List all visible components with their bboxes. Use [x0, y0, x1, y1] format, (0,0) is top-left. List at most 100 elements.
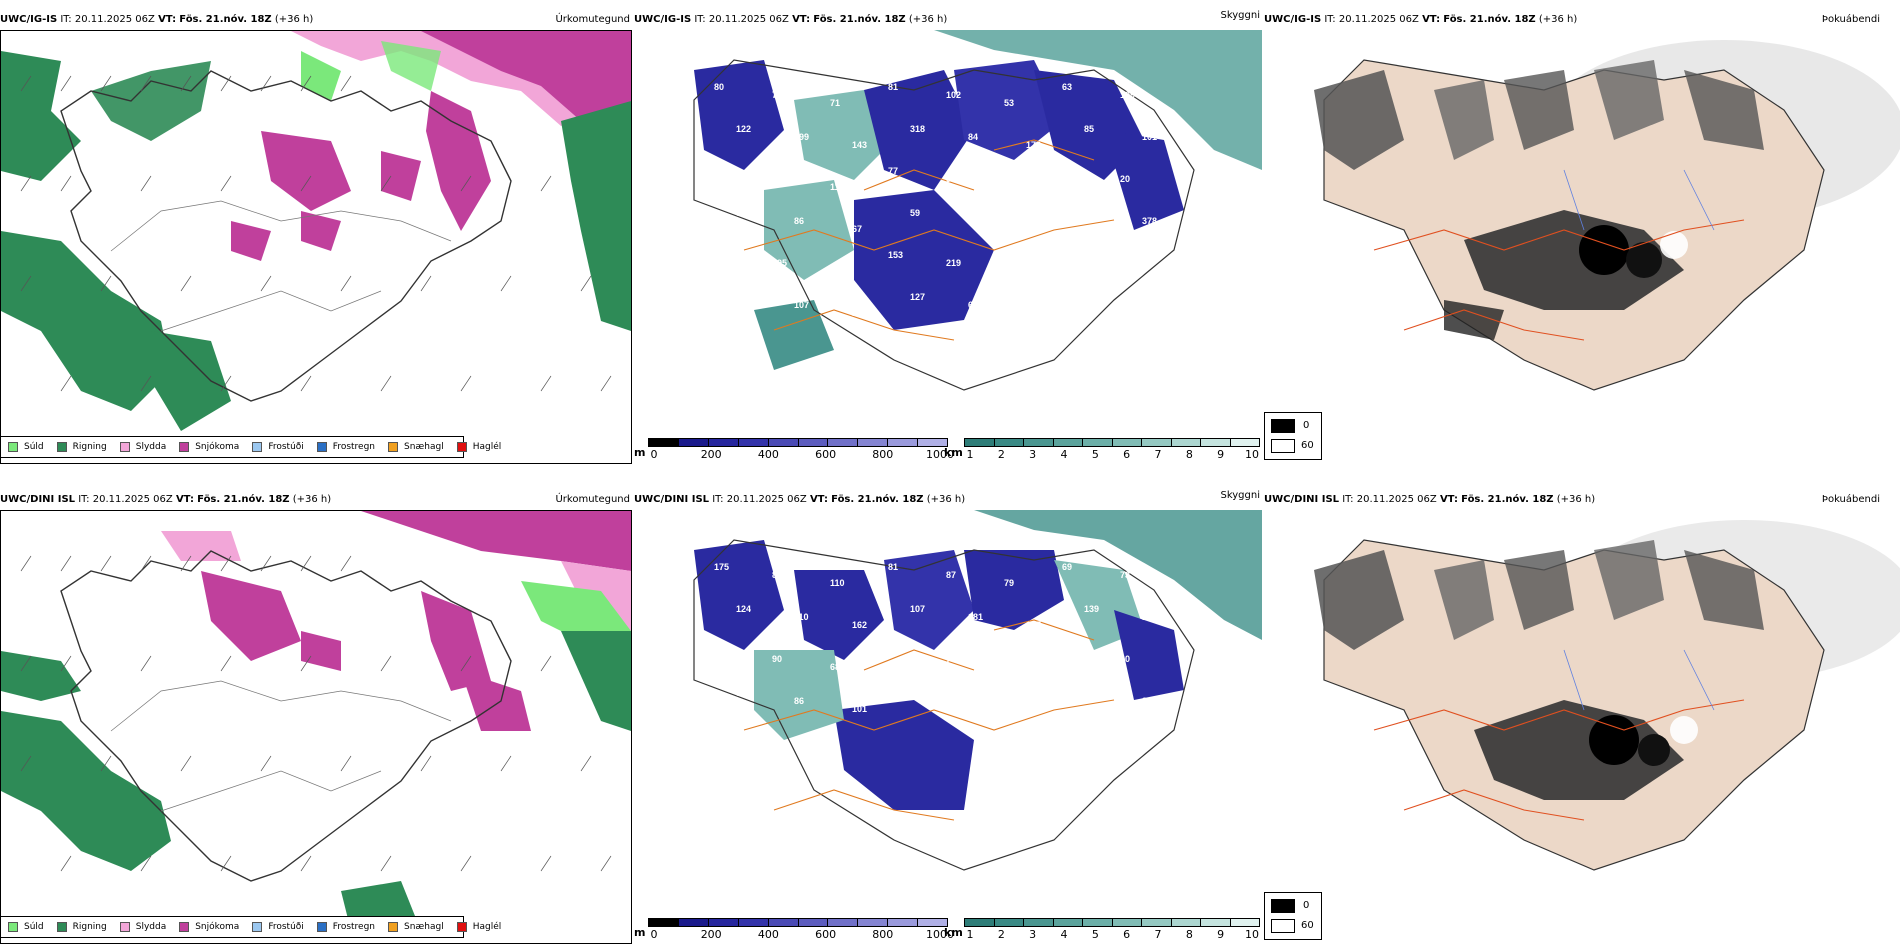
ceiling-value-label: 79	[1004, 578, 1014, 588]
it-label: IT:	[78, 494, 90, 505]
vt-label: VT:	[792, 14, 811, 25]
ceiling-value-label: 73	[1004, 182, 1014, 192]
legend-label: Rigning	[72, 442, 107, 452]
colorbar-segment	[1083, 919, 1113, 926]
ceiling-value-label: 89	[736, 688, 746, 698]
ceiling-value-label: 161	[1142, 300, 1157, 310]
colorbar-tick: 400	[757, 448, 779, 461]
lead-time: (+36 h)	[1538, 14, 1578, 25]
colorbar-segment	[738, 919, 769, 926]
colorbar-segment	[708, 439, 739, 446]
ceiling-value-label: 110	[830, 578, 845, 588]
colorbar-tick: 3	[1029, 448, 1037, 461]
colorbar-tick: 8	[1185, 448, 1193, 461]
ceiling-value-label: 69	[1062, 562, 1072, 572]
ceiling-value-label: 78	[946, 654, 956, 664]
colorbar-segment	[798, 919, 829, 926]
precip-type-panel-1: UWC/IG-IS IT: 20.11.2025 06Z VT: Fös. 21…	[0, 14, 632, 464]
it-label: IT:	[1324, 14, 1336, 25]
colorbar-tick: 3	[1029, 928, 1037, 941]
legend-swatch	[456, 442, 467, 452]
colorbar-tick: 10	[1245, 928, 1259, 941]
colorbar-segment	[918, 919, 948, 926]
ceiling-bar	[648, 918, 948, 927]
legend-label: Frostregn	[332, 922, 376, 932]
colorbar-segment	[1201, 919, 1231, 926]
ceiling-value-label: 73	[1120, 570, 1130, 580]
ceiling-value-label: 176	[1026, 140, 1041, 150]
ceiling-value-label: 378	[1026, 704, 1041, 714]
ceiling-value-label: 59	[910, 208, 920, 218]
fog-dark-label: 0	[1303, 420, 1310, 431]
visibility-colorbar: km 1 2 3 4 5 6 7 8 9 10	[944, 438, 1262, 466]
lead-time: (+36 h)	[1556, 494, 1596, 505]
model-name: UWC/DINI ISL	[634, 494, 710, 505]
legend-label: Frostúði	[268, 442, 304, 452]
ceiling-bar	[648, 438, 948, 447]
ceiling-value-label: 85	[888, 646, 898, 656]
ceiling-value-label: 124	[736, 604, 751, 614]
ceiling-unit: m	[634, 926, 646, 939]
colorbar-segment	[1053, 439, 1083, 446]
ceiling-value-label: 318	[910, 124, 925, 134]
colorbar-tick: 800	[872, 448, 894, 461]
legend-swatch	[119, 922, 130, 932]
legend-swatch	[456, 922, 467, 932]
panel-header: UWC/IG-IS IT: 20.11.2025 06Z VT: Fös. 21…	[0, 14, 632, 30]
ceiling-value-label: 117	[852, 308, 867, 318]
fog-dark-swatch	[1271, 899, 1295, 913]
legend-item-sleet: Slydda	[119, 922, 166, 932]
legend-swatch	[252, 442, 263, 452]
ceiling-value-label: 899	[794, 132, 809, 142]
lead-time: (+36 h)	[274, 14, 314, 25]
it-value: 20.11.2025 06Z	[1356, 494, 1437, 505]
colorbar-segment	[994, 439, 1024, 446]
ceiling-value-label: 96	[772, 174, 782, 184]
ceiling-value-label: 107	[794, 300, 809, 310]
ceiling-value-label: 80	[714, 82, 724, 92]
ceiling-unit: m	[634, 446, 646, 459]
colorbar-segment	[678, 919, 709, 926]
ceiling-value-label: 79	[772, 90, 782, 100]
legend-item-drizzle: Súld	[8, 442, 44, 452]
legend-item-drizzle: Súld	[8, 922, 44, 932]
ceiling-value-label: 76	[1062, 646, 1072, 656]
legend-label: Frostregn	[332, 442, 376, 452]
colorbar-tick: 9	[1217, 448, 1225, 461]
ceiling-value-label: 219	[946, 258, 961, 268]
colorbar-tick: 9	[1217, 928, 1225, 941]
colorbar-segment	[1142, 919, 1172, 926]
legend-swatch	[56, 442, 67, 452]
ceiling-value-label: 81	[888, 82, 898, 92]
ceiling-value-label: 113	[1026, 224, 1041, 234]
colorbar-tick: 0	[650, 448, 658, 461]
it-label: IT:	[694, 14, 706, 25]
ceiling-value-label: 162	[852, 620, 867, 630]
visibility-map: 175 88 110 81 87 79 69 73 124 110 162 107 181 197 139 1…	[634, 510, 1262, 910]
panel-title: Skyggni	[1220, 10, 1260, 21]
colorbar-segment	[738, 439, 769, 446]
colorbar-tick: 800	[872, 928, 894, 941]
ceiling-value-label: 160	[1062, 250, 1077, 260]
visibility-panel-2: UWC/DINI ISL IT: 20.11.2025 06Z VT: Fös.…	[634, 490, 1262, 946]
ceiling-value-label: 102	[946, 90, 961, 100]
ceiling-colorbar: m 0 200 400 600 800 1000	[634, 918, 954, 946]
ceiling-value-label: 90	[772, 654, 782, 664]
colorbar-segment	[1112, 919, 1142, 926]
colorbar-tick: 5	[1091, 928, 1099, 941]
colorbar-tick: 400	[757, 928, 779, 941]
panel-title: Þokuábendi	[1821, 14, 1880, 25]
panel-header: UWC/DINI ISL IT: 20.11.2025 06Z VT: Fös.…	[634, 490, 1262, 510]
colorbar-segment	[768, 439, 799, 446]
legend-label: Snæhagl	[404, 442, 444, 452]
ceiling-value-label: 86	[794, 216, 804, 226]
it-label: IT:	[60, 14, 72, 25]
ceiling-value-label: 101	[852, 704, 867, 714]
panel-header: UWC/DINI ISL IT: 20.11.2025 06Z VT: Fös.…	[0, 494, 632, 510]
ceiling-value-label: 109	[1120, 90, 1135, 100]
ceiling-value-label: 122	[736, 124, 751, 134]
ceiling-value-label: 218	[1004, 266, 1019, 276]
legend-item-sleet: Slydda	[119, 442, 166, 452]
colorbar-segment	[858, 919, 889, 926]
legend-item-snow-grains: Snæhagl	[388, 922, 444, 932]
